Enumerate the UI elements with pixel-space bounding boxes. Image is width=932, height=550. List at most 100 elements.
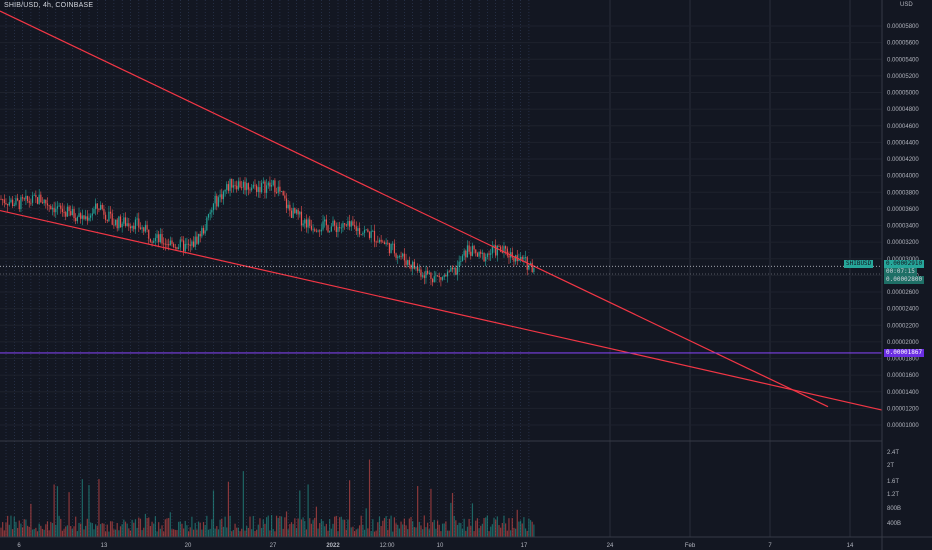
volume-bar: [511, 517, 513, 537]
volume-bar: [189, 527, 191, 537]
candle-body: [322, 221, 324, 230]
volume-bar: [470, 526, 472, 537]
candle-body: [21, 197, 24, 199]
volume-bar: [422, 529, 424, 537]
volume-bar: [344, 519, 346, 537]
candle-body: [206, 217, 208, 231]
candle-body: [272, 180, 274, 185]
candle-body: [465, 250, 467, 258]
volume-bar: [284, 517, 286, 537]
price-tick-label: 0.00004800: [887, 107, 919, 113]
candle-body: [219, 194, 221, 198]
volume-bar: [349, 480, 351, 537]
candle-body: [209, 212, 211, 215]
candle-body: [164, 243, 166, 245]
candle-body: [367, 229, 369, 233]
candle-body: [533, 267, 535, 273]
volume-bar: [194, 522, 196, 537]
price-label-2: 0.00002800: [884, 276, 925, 284]
candle-body: [60, 205, 62, 209]
candle-body: [418, 269, 420, 271]
candle-body: [524, 257, 527, 259]
volume-bar: [45, 524, 47, 537]
candle-body: [266, 185, 268, 193]
candle-body: [45, 199, 47, 204]
volume-bar: [2, 522, 4, 537]
candle-body: [163, 243, 165, 245]
volume-bar: [114, 529, 117, 537]
volume-bar: [8, 524, 10, 537]
candle-body: [202, 228, 205, 234]
volume-bar: [486, 515, 488, 537]
price-tick-label: 0.00005200: [887, 74, 919, 80]
candle-body: [362, 232, 364, 235]
candle-body: [237, 181, 239, 190]
currency-label: USD: [900, 2, 913, 8]
volume-bar: [529, 520, 532, 537]
volume-bar: [70, 526, 72, 537]
volume-bar: [259, 518, 261, 537]
candle-body: [315, 230, 317, 232]
candle-body: [476, 253, 479, 257]
symbol-title[interactable]: SHIB/USD, 4h, COINBASE: [4, 2, 94, 9]
volume-bar: [518, 521, 520, 537]
volume-bar: [407, 529, 409, 537]
volume-bar: [247, 527, 249, 537]
volume-bar: [490, 526, 492, 537]
volume-bar: [222, 526, 225, 537]
volume-bar: [113, 529, 115, 537]
candle-body: [377, 241, 379, 243]
price-tick-label: 0.00001800: [887, 357, 919, 363]
candle-body: [100, 204, 102, 210]
volume-bar: [505, 523, 507, 537]
candle-body: [294, 208, 296, 214]
candle-body: [297, 209, 299, 215]
volume-bar: [317, 528, 319, 537]
volume-bar: [219, 519, 221, 537]
volume-bar: [524, 528, 527, 537]
candle-body: [402, 253, 404, 257]
candle-body: [307, 219, 309, 228]
volume-bar: [413, 527, 415, 537]
volume-bar: [81, 479, 83, 537]
candle-body: [241, 187, 243, 189]
volume-bar: [315, 506, 317, 537]
time-axis[interactable]: 6 13 20 27 2022 12:00 10 17 24 Feb 7 14: [17, 543, 854, 549]
volume-bar: [179, 521, 181, 537]
time-tick-label: 10: [437, 543, 444, 549]
volume-bar: [496, 516, 498, 537]
candle-body: [370, 231, 372, 238]
candle-body: [192, 241, 195, 247]
candle-body: [310, 225, 313, 230]
candle-body: [166, 244, 168, 245]
price-axis[interactable]: 0.00005800 0.00005600 0.00005400 0.00005200…: [887, 24, 919, 429]
volume-bar: [480, 525, 482, 537]
volume-bar: [237, 527, 239, 537]
candle-body: [128, 223, 130, 227]
candle-body: [493, 245, 495, 247]
volume-bar: [533, 524, 535, 537]
volume-bar: [319, 523, 321, 537]
volume-bar: [236, 527, 238, 537]
volume-bar: [451, 492, 454, 537]
candle-body: [491, 246, 493, 254]
volume-bar: [249, 516, 251, 537]
volume-bar: [96, 526, 98, 537]
candle-body: [221, 194, 223, 200]
drawing-lines[interactable]: [0, 10, 883, 411]
volume-bar: [129, 530, 132, 537]
volume-bar: [329, 519, 331, 537]
volume-bar: [90, 522, 92, 537]
candle-body: [244, 181, 246, 191]
volume-bar: [282, 528, 284, 537]
candle-body: [508, 255, 510, 258]
volume-bar: [53, 484, 55, 537]
volume-bar: [433, 519, 435, 537]
volume-axis[interactable]: 2.4T 2T 1.6T 1.2T 800B 400B: [887, 450, 901, 527]
volume-bar: [86, 518, 88, 537]
candle-body: [355, 226, 357, 232]
volume-bar: [121, 524, 123, 537]
candle-body: [486, 253, 488, 257]
volume-bar: [400, 521, 402, 537]
